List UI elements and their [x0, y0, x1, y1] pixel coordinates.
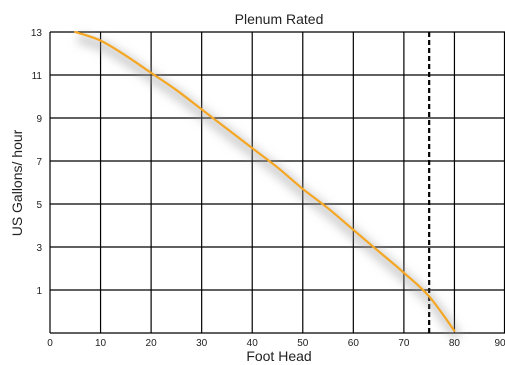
- y-axis-title: US Gallons/ hour: [9, 129, 25, 236]
- plot-area: [74, 30, 462, 340]
- x-tick-label-0: 0: [47, 338, 53, 349]
- y-tick-label-11: 11: [32, 71, 43, 82]
- x-tick-label-30: 30: [196, 338, 208, 349]
- x-tick-label-40: 40: [247, 338, 259, 349]
- x-tick-label-20: 20: [146, 338, 158, 349]
- x-axis-title: Foot Head: [246, 348, 311, 364]
- series-line-shadow: [76, 33, 462, 340]
- y-tick-label-7: 7: [36, 157, 42, 168]
- x-tick-label-80: 80: [449, 338, 461, 349]
- y-tick-label-9: 9: [36, 114, 42, 125]
- x-tick-label-10: 10: [95, 338, 107, 349]
- y-tick-label-3: 3: [36, 243, 42, 254]
- grid: [49, 31, 505, 334]
- y-tick-label-1: 1: [36, 286, 42, 297]
- x-tick-label-90: 90: [494, 338, 505, 349]
- series-line: [74, 30, 456, 332]
- x-tick-label-60: 60: [348, 338, 360, 349]
- y-tick-label-5: 5: [36, 200, 42, 211]
- x-tick-label-50: 50: [297, 338, 309, 349]
- x-tick-label-70: 70: [398, 338, 410, 349]
- chart-title: Plenum Rated: [235, 11, 324, 27]
- y-tick-label-13: 13: [31, 28, 43, 39]
